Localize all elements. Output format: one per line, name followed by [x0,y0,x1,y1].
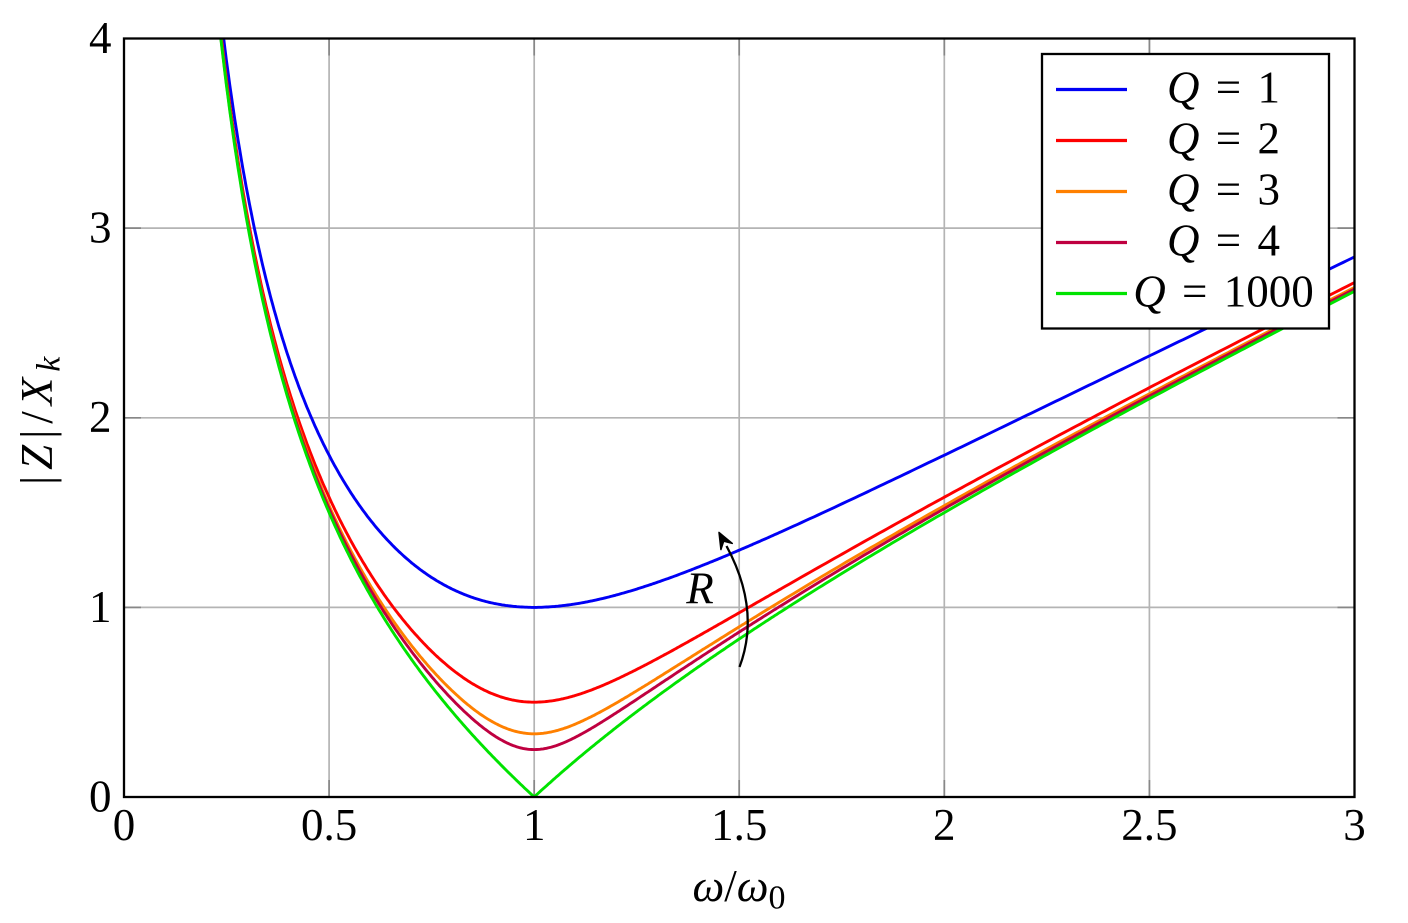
svg-text:Q = 4: Q = 4 [1167,216,1280,266]
svg-text:3: 3 [1343,800,1366,850]
svg-text:0: 0 [89,772,112,822]
svg-text:Q = 2: Q = 2 [1167,114,1280,164]
svg-text:R: R [685,564,714,614]
svg-text:4: 4 [89,13,112,63]
svg-text:2.5: 2.5 [1121,800,1177,850]
svg-text:0: 0 [113,800,136,850]
svg-text:Q = 1: Q = 1 [1167,63,1280,113]
svg-text:2: 2 [89,392,112,442]
svg-text:1: 1 [89,582,112,632]
svg-text:3: 3 [89,203,112,253]
svg-text:Q = 3: Q = 3 [1167,165,1280,215]
svg-text:2: 2 [933,800,956,850]
svg-text:1: 1 [523,800,546,850]
svg-text:1.5: 1.5 [711,800,767,850]
svg-text:Q = 1000: Q = 1000 [1133,267,1313,317]
svg-text:|Z|/Xk: |Z|/Xk [12,351,68,485]
svg-text:ω/ω0: ω/ω0 [692,861,785,917]
svg-text:0.5: 0.5 [301,800,357,850]
